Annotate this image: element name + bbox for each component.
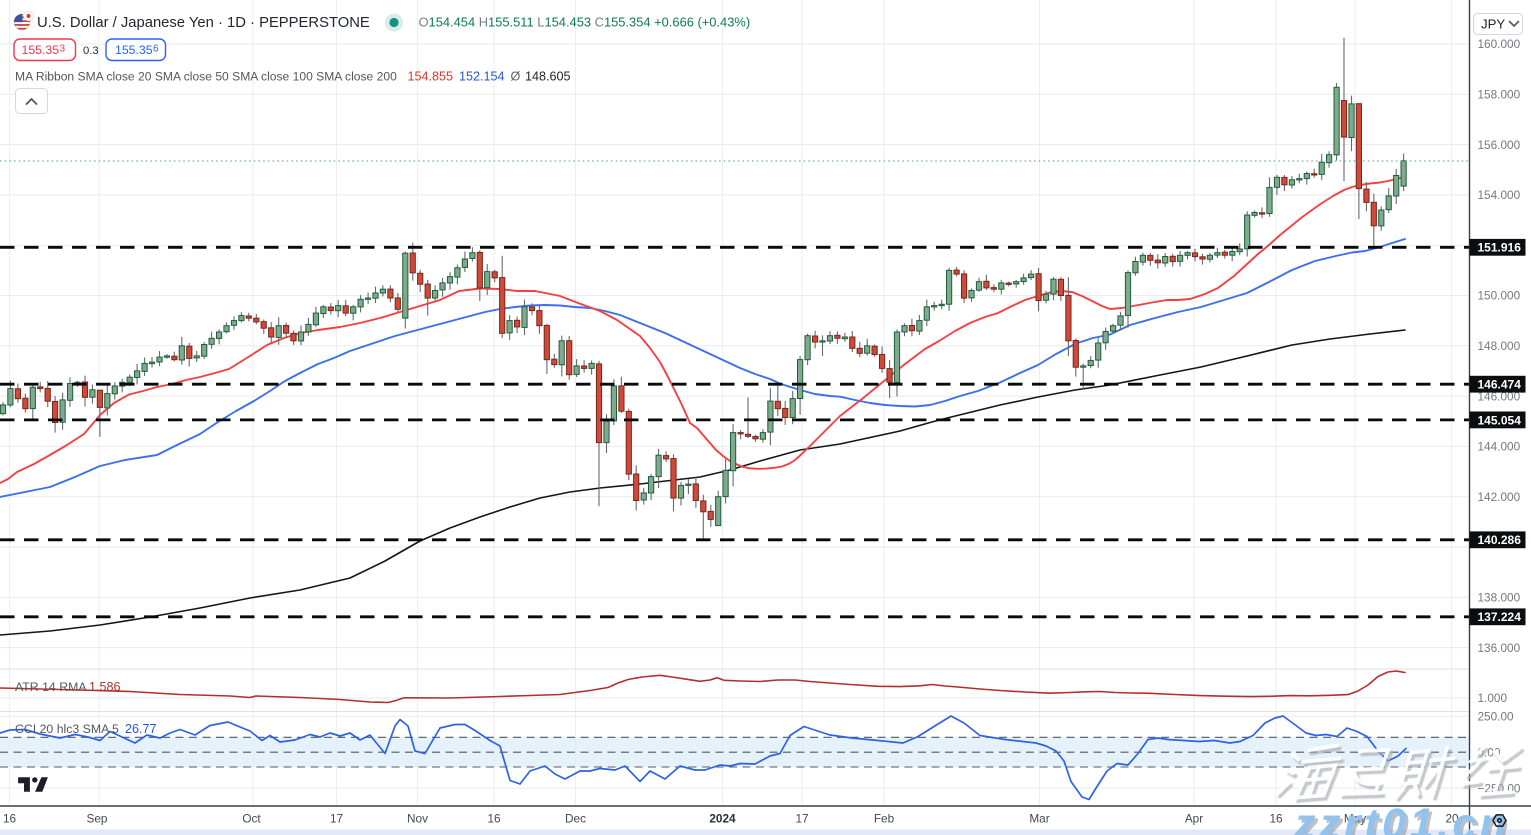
svg-text:CCI 20 hlc3 SMA 5: CCI 20 hlc3 SMA 5 [15, 722, 119, 736]
svg-text:146.474: 146.474 [1478, 378, 1522, 392]
svg-text:152.154: 152.154 [459, 70, 505, 84]
svg-text:26.77: 26.77 [125, 722, 157, 736]
svg-text:151.916: 151.916 [1478, 241, 1522, 255]
svg-text:142.000: 142.000 [1478, 490, 1521, 504]
svg-text:154.000: 154.000 [1478, 188, 1521, 202]
svg-text:140.286: 140.286 [1478, 533, 1522, 547]
svg-text:Apr: Apr [1185, 811, 1203, 825]
svg-text:158.000: 158.000 [1478, 88, 1521, 102]
svg-text:Mar: Mar [1029, 811, 1049, 825]
svg-text:145.054: 145.054 [1478, 413, 1522, 427]
svg-text:144.000: 144.000 [1478, 440, 1521, 454]
svg-text:16: 16 [3, 811, 17, 825]
svg-text:zzrt01.cn: zzrt01.cn [1293, 800, 1510, 835]
svg-text:1.000: 1.000 [1478, 691, 1508, 705]
svg-text:138.000: 138.000 [1478, 591, 1521, 605]
svg-text:148.605: 148.605 [525, 70, 571, 84]
svg-text:154.855: 154.855 [408, 70, 454, 84]
svg-text:250.00: 250.00 [1478, 710, 1515, 724]
svg-text:U.S. Dollar / Japanese Yen · 1: U.S. Dollar / Japanese Yen · 1D · PEPPER… [37, 15, 370, 31]
svg-text:zzrt01.cn: zzrt01.cn [1296, 803, 1513, 835]
svg-text:O154.454 H155.511 L154.453 C15: O154.454 H155.511 L154.453 C155.354 +0.6… [419, 15, 751, 30]
svg-text:Dec: Dec [565, 811, 586, 825]
svg-text:150.000: 150.000 [1478, 289, 1521, 303]
svg-text:Ø: Ø [511, 70, 521, 84]
svg-text:155.35: 155.35 [22, 43, 60, 57]
svg-text:ATR 14 RMA: ATR 14 RMA [15, 680, 87, 694]
svg-text:17: 17 [330, 811, 343, 825]
svg-text:JPY: JPY [1481, 17, 1505, 32]
svg-text:0.3: 0.3 [83, 45, 99, 57]
svg-text:1.586: 1.586 [89, 680, 121, 694]
svg-text:May: May [1344, 811, 1366, 825]
svg-text:16: 16 [1269, 811, 1283, 825]
svg-text:Sep: Sep [87, 811, 108, 825]
svg-text:148.000: 148.000 [1478, 339, 1521, 353]
svg-text:155.35: 155.35 [115, 43, 153, 57]
svg-text:17: 17 [795, 811, 808, 825]
svg-text:Feb: Feb [874, 811, 895, 825]
svg-text:6: 6 [153, 44, 159, 55]
svg-text:156.000: 156.000 [1478, 138, 1521, 152]
svg-text:Oct: Oct [242, 811, 261, 825]
svg-text:137.224: 137.224 [1478, 610, 1522, 624]
svg-text:20: 20 [1445, 811, 1459, 825]
svg-text:146.000: 146.000 [1478, 389, 1521, 403]
svg-text:3: 3 [60, 44, 66, 55]
svg-text:Nov: Nov [407, 811, 428, 825]
svg-text:136.000: 136.000 [1478, 641, 1521, 655]
svg-text:160.000: 160.000 [1478, 37, 1521, 51]
svg-text:16: 16 [487, 811, 501, 825]
svg-text:2024: 2024 [709, 811, 736, 825]
svg-text:MA Ribbon SMA close 20 SMA clo: MA Ribbon SMA close 20 SMA close 50 SMA … [15, 70, 397, 84]
